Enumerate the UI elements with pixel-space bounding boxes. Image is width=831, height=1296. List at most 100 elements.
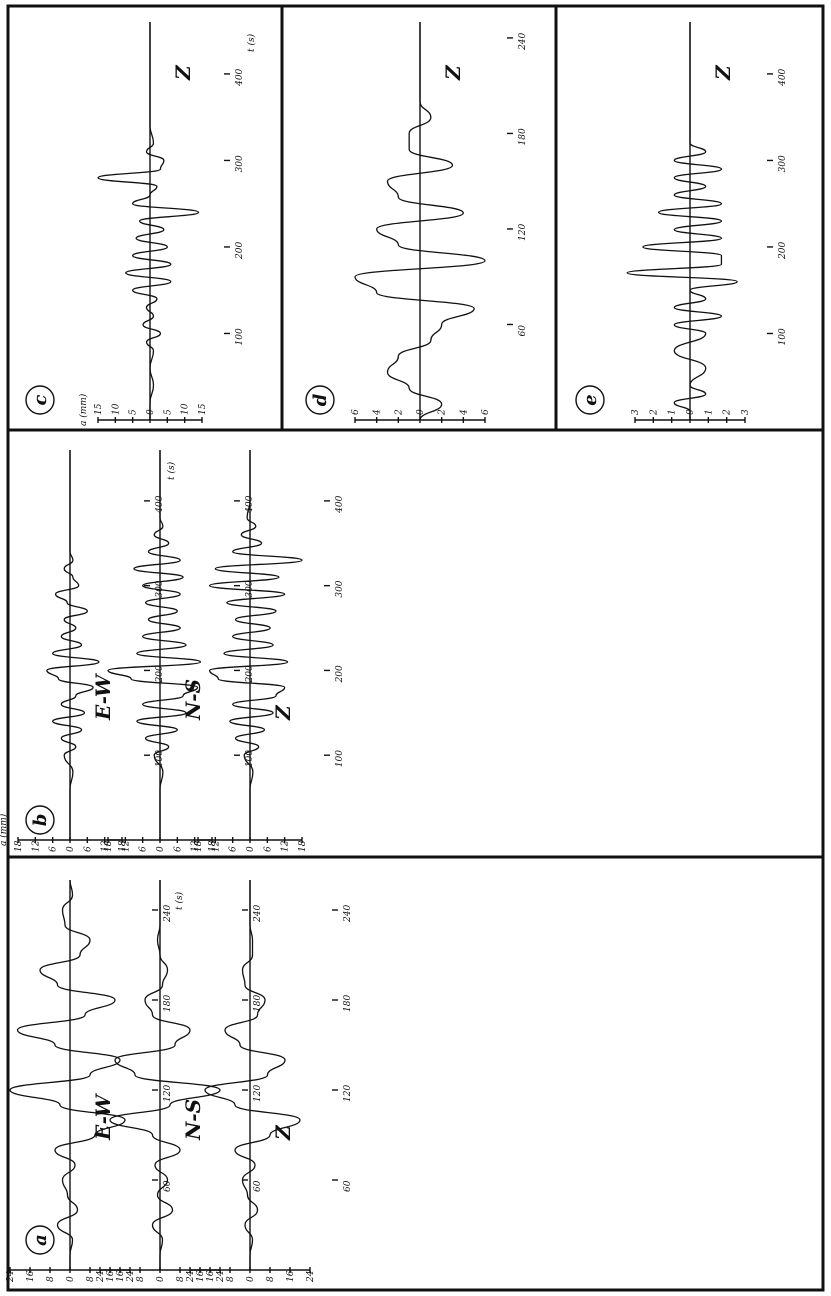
- chart-d-z: 6 4 2 0 2 4 6 60 120 180 240 Z: [351, 22, 528, 423]
- amplitude-tick-label: 8: [46, 1276, 56, 1282]
- amplitude-tick-label: 18: [194, 840, 204, 852]
- seismogram-trace: [354, 22, 486, 421]
- amplitude-tick-label: 12: [211, 840, 221, 852]
- amplitude-tick-label: 24: [6, 1270, 16, 1283]
- amplitude-tick-label: 0: [246, 1276, 256, 1282]
- time-tick-label: 240: [518, 32, 528, 50]
- amplitude-tick-label: 1: [668, 409, 678, 415]
- chart-e-z: 3 2 1 0 1 2 3 100 200 300 400 Z: [626, 22, 788, 423]
- amplitude-tick-label: 1: [704, 409, 714, 415]
- amplitude-tick-label: 18: [118, 840, 128, 852]
- time-tick-label: 300: [335, 580, 345, 597]
- amplitude-tick-label: 8: [266, 1276, 276, 1282]
- amplitude-tick-label: 18: [14, 840, 24, 852]
- time-tick-label: 100: [235, 328, 245, 345]
- time-tick-label: 120: [343, 1085, 353, 1102]
- panel-letter-circle: [305, 385, 335, 415]
- amplitude-tick-label: 0: [156, 1276, 166, 1282]
- component-label: Z: [441, 64, 465, 81]
- component-label: N-S: [181, 679, 205, 721]
- time-tick-label: 120: [253, 1085, 263, 1102]
- time-tick-label: 180: [518, 128, 528, 145]
- amplitude-tick-label: 8: [86, 1276, 96, 1282]
- amplitude-tick-label: 4: [373, 409, 383, 416]
- seismogram-trace: [97, 22, 200, 421]
- amplitude-tick-label: 10: [181, 403, 191, 415]
- amplitude-unit-label: a (mm): [0, 813, 9, 846]
- amplitude-tick-label: 6: [173, 846, 183, 852]
- seismogram-trace: [46, 450, 100, 840]
- amplitude-tick-label: 16: [206, 1270, 216, 1282]
- amplitude-tick-label: 6: [263, 846, 273, 852]
- time-tick-label: 240: [253, 905, 263, 923]
- amplitude-tick-label: 3: [741, 409, 751, 415]
- time-tick-label: 180: [343, 995, 353, 1012]
- seismogram-trace: [204, 880, 301, 1271]
- amplitude-tick-label: 6: [139, 846, 149, 852]
- amplitude-tick-label: 12: [31, 840, 41, 852]
- amplitude-tick-label: 8: [136, 1276, 146, 1282]
- amplitude-tick-label: 24: [306, 1270, 316, 1283]
- amplitude-tick-label: 2: [438, 409, 448, 416]
- time-tick-label: 400: [235, 68, 245, 86]
- seismogram-trace: [208, 450, 303, 841]
- time-tick-label: 200: [778, 242, 788, 260]
- amplitude-tick-label: 16: [26, 1270, 36, 1282]
- panel-letter-circle: [575, 385, 605, 415]
- time-tick-label: 180: [163, 995, 173, 1012]
- time-tick-label: 60: [518, 325, 528, 337]
- amplitude-tick-label: 4: [459, 409, 469, 416]
- time-tick-label: 100: [778, 328, 788, 345]
- amplitude-tick-label: 2: [723, 409, 733, 416]
- component-label: N-S: [181, 1099, 205, 1141]
- amplitude-tick-label: 0: [156, 846, 166, 852]
- amplitude-tick-label: 24: [216, 1270, 226, 1283]
- amplitude-tick-label: 6: [49, 846, 59, 852]
- amplitude-tick-label: 18: [208, 840, 218, 852]
- time-tick-label: 240: [343, 905, 353, 923]
- time-tick-label: 100: [335, 750, 345, 767]
- amplitude-tick-label: 12: [101, 840, 111, 852]
- amplitude-unit-label: a (mm): [0, 1243, 1, 1276]
- time-tick-label: 400: [335, 495, 345, 513]
- time-tick-label: 120: [163, 1085, 173, 1102]
- panel-letter-circle: [25, 805, 55, 835]
- panel-letter: b: [30, 814, 51, 827]
- amplitude-tick-label: 12: [191, 840, 201, 852]
- time-tick-label: 60: [343, 1180, 353, 1192]
- time-tick-label: 200: [335, 665, 345, 683]
- panel-letter-circle: [25, 385, 55, 415]
- amplitude-tick-label: 6: [351, 409, 361, 415]
- panel-frames: [6, 4, 825, 1292]
- amplitude-tick-label: 0: [66, 1276, 76, 1282]
- panel-letter: a: [30, 1234, 51, 1246]
- time-unit-label: t (s): [174, 891, 185, 910]
- amplitude-tick-label: 16: [106, 1270, 116, 1282]
- amplitude-tick-label: 0: [66, 846, 76, 852]
- amplitude-tick-label: 12: [121, 840, 131, 852]
- amplitude-tick-label: 3: [631, 409, 641, 415]
- amplitude-tick-label: 0: [246, 846, 256, 852]
- panel-letter-circle: [25, 1225, 55, 1255]
- seismogram-trace: [626, 22, 738, 421]
- time-tick-label: 240: [163, 905, 173, 923]
- component-label: E-W: [91, 672, 115, 721]
- amplitude-tick-label: 5: [163, 409, 173, 415]
- component-label: Z: [271, 1124, 295, 1141]
- panel-letter: c: [30, 394, 51, 405]
- amplitude-tick-label: 12: [281, 840, 291, 852]
- time-tick-label: 180: [253, 995, 263, 1012]
- amplitude-tick-label: 6: [83, 846, 93, 852]
- amplitude-tick-label: 6: [229, 846, 239, 852]
- amplitude-unit-label: a (mm): [78, 393, 89, 426]
- amplitude-tick-label: 24: [96, 1270, 106, 1283]
- amplitude-tick-label: 24: [126, 1270, 136, 1283]
- panel-letter: d: [310, 393, 331, 406]
- amplitude-tick-label: 5: [129, 409, 139, 415]
